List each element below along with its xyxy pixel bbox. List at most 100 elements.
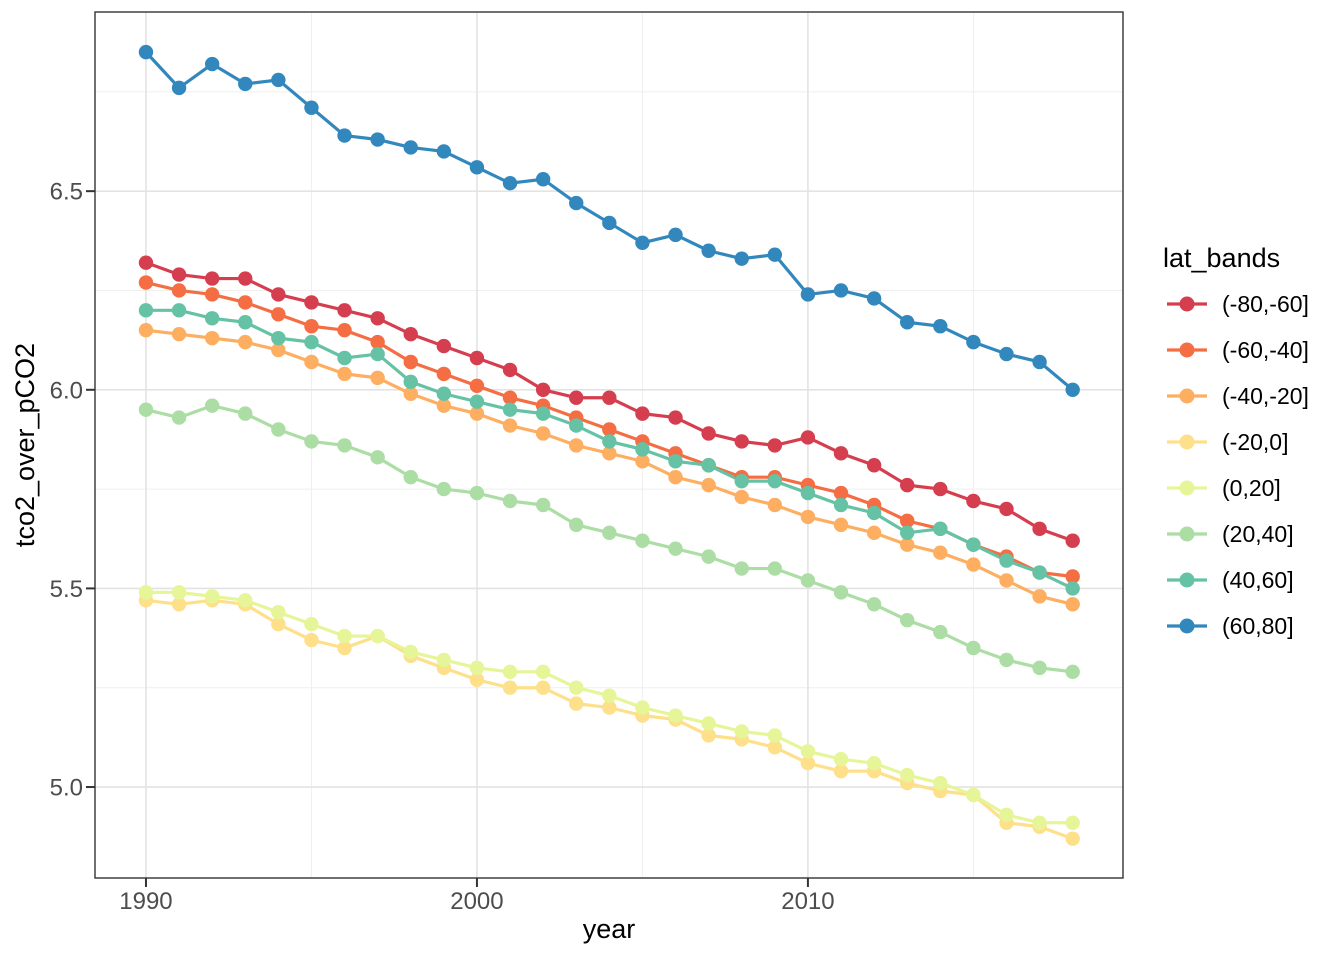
data-point <box>370 346 385 362</box>
data-point <box>569 438 584 453</box>
data-point <box>337 640 352 656</box>
legend-key-point <box>1179 618 1195 634</box>
data-point <box>1032 815 1047 830</box>
data-point <box>337 628 352 644</box>
data-point <box>138 255 154 270</box>
data-point <box>767 728 783 743</box>
data-point <box>171 410 187 425</box>
data-point <box>800 509 816 525</box>
data-point <box>171 80 187 96</box>
data-point <box>304 434 319 449</box>
data-point <box>900 315 915 330</box>
legend-key-point <box>1179 296 1195 312</box>
data-point <box>337 438 352 453</box>
data-point <box>933 624 948 640</box>
gridlines-layer <box>95 12 1123 878</box>
data-point <box>469 485 485 501</box>
data-point <box>502 402 518 417</box>
data-point <box>370 311 385 326</box>
data-point <box>403 469 418 485</box>
data-point <box>866 597 882 612</box>
data-point <box>502 390 518 405</box>
data-point <box>204 398 220 413</box>
data-point <box>933 319 948 334</box>
data-point <box>403 140 418 155</box>
x-tick-label: 2000 <box>450 888 503 915</box>
data-point <box>271 287 286 302</box>
data-point <box>800 485 816 501</box>
data-point <box>337 303 352 318</box>
data-point <box>966 334 981 350</box>
data-point <box>602 215 617 231</box>
data-point <box>1032 660 1047 676</box>
legend-key-point <box>1179 342 1195 358</box>
data-point <box>569 517 584 533</box>
data-point <box>304 334 319 350</box>
data-point <box>436 338 452 354</box>
data-point <box>602 688 617 703</box>
data-point <box>999 553 1014 568</box>
data-point <box>502 664 518 680</box>
data-point <box>999 346 1014 362</box>
data-point <box>204 330 220 346</box>
data-point <box>966 537 981 552</box>
data-point <box>271 307 286 322</box>
data-point <box>701 716 716 731</box>
data-point <box>701 728 716 743</box>
legend-entry-label: (-60,-40] <box>1222 337 1309 363</box>
legend-title: lat_bands <box>1163 243 1280 273</box>
data-point <box>271 330 286 346</box>
data-point <box>668 469 683 485</box>
data-point <box>171 267 187 282</box>
data-point <box>370 628 385 644</box>
data-point <box>701 477 716 493</box>
data-point <box>833 283 849 298</box>
data-point <box>569 390 584 405</box>
data-point <box>668 541 683 556</box>
data-point <box>502 362 518 378</box>
data-point <box>171 585 187 600</box>
legend-entry-label: (60,80] <box>1222 613 1294 639</box>
data-point <box>238 406 253 421</box>
data-point <box>403 644 418 660</box>
data-point <box>1032 521 1047 537</box>
data-point <box>635 533 650 548</box>
data-point <box>800 744 816 759</box>
data-point <box>304 100 319 115</box>
data-point <box>436 398 452 413</box>
data-point <box>502 680 518 695</box>
legend-entry-3: (-20,0] <box>1167 429 1288 455</box>
axes-layer: 1990 2000 2010 5.0 5.5 6.0 6.5 <box>50 179 835 915</box>
legend-entry-6: (40,60] <box>1167 567 1294 593</box>
legend-entry-2: (-40,-20] <box>1167 383 1309 409</box>
data-point <box>602 422 617 437</box>
series-layer <box>138 44 1080 846</box>
data-point <box>171 303 187 318</box>
data-point <box>900 767 915 783</box>
data-point <box>900 513 915 529</box>
data-point <box>535 680 551 695</box>
data-point <box>966 640 981 656</box>
data-point <box>569 195 584 211</box>
data-point <box>469 378 485 394</box>
legend-entry-label: (-40,-20] <box>1222 383 1309 409</box>
x-axis-title: year <box>583 914 636 944</box>
data-point <box>138 303 154 318</box>
data-point <box>436 386 452 401</box>
data-point <box>833 517 849 533</box>
data-point <box>569 696 584 711</box>
data-point <box>469 660 485 676</box>
data-point <box>602 525 617 540</box>
data-point <box>204 589 220 604</box>
data-point <box>866 458 882 473</box>
data-point <box>635 454 650 469</box>
data-point <box>635 406 650 421</box>
data-point <box>370 370 385 386</box>
data-point <box>734 561 749 576</box>
data-point <box>436 481 452 497</box>
data-point <box>767 473 783 489</box>
data-point <box>337 350 352 366</box>
data-point <box>238 295 253 310</box>
data-point <box>403 386 418 401</box>
